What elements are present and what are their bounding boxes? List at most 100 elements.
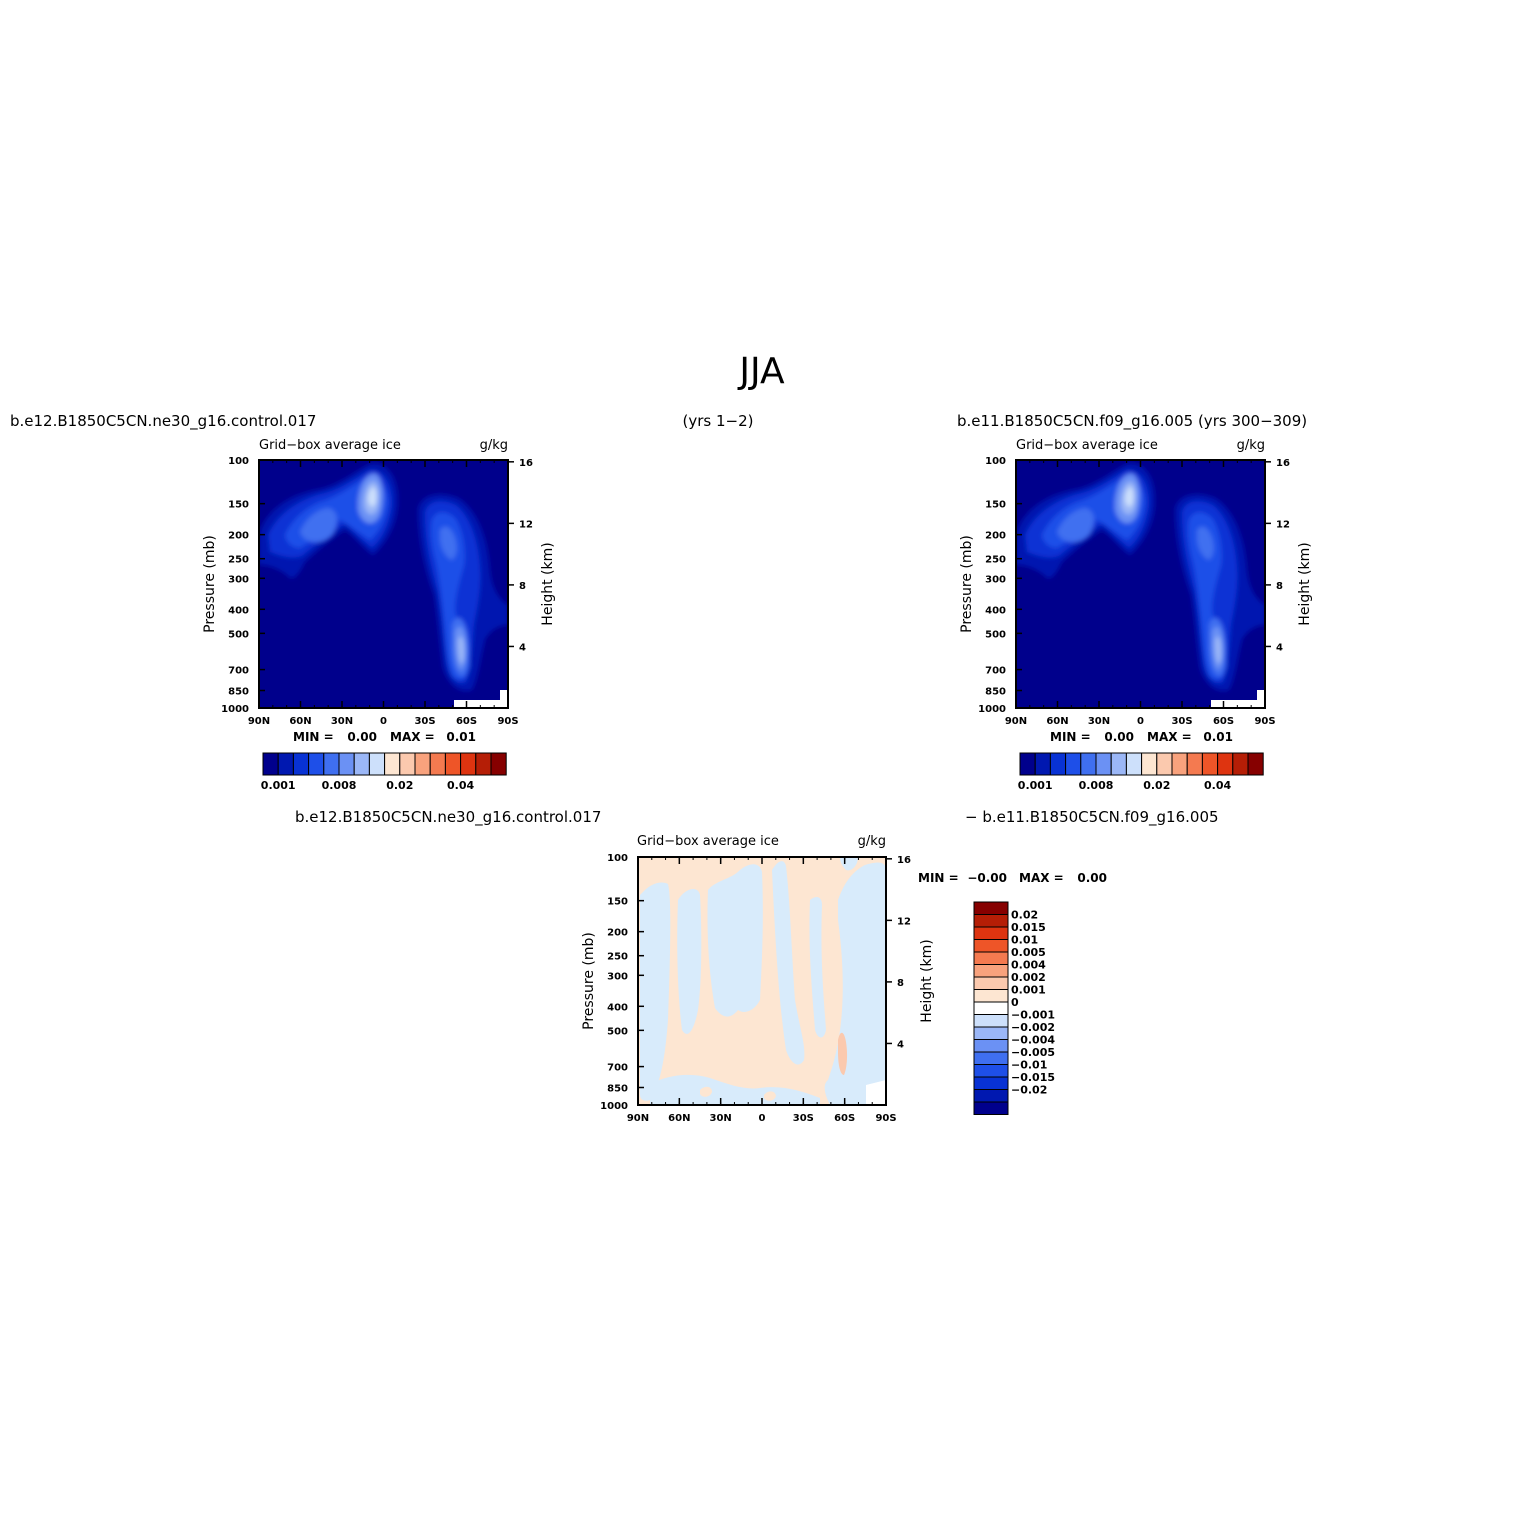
panel-1-colorbar: 0.001 0.008 0.02 0.04 bbox=[261, 752, 507, 792]
diff-case-a-label: b.e12.B1850C5CN.ne30_g16.control.017 bbox=[295, 808, 601, 827]
panel-3-ylabel-right: Height (km) bbox=[919, 939, 935, 1022]
y-tick-label: 200 bbox=[607, 928, 628, 939]
y-tick-label: 100 bbox=[607, 853, 628, 864]
colorbar-box bbox=[973, 914, 1009, 928]
y-right-tick-label: 12 bbox=[519, 519, 533, 530]
panel-1-max-label: MAX = bbox=[390, 730, 435, 744]
y-right-tick-label: 8 bbox=[897, 978, 904, 989]
colorbar-box bbox=[1110, 752, 1127, 776]
colorbar-box bbox=[973, 989, 1009, 1003]
panel-1-min-label: MIN = bbox=[293, 730, 334, 744]
diff-case-b-label: − b.e11.B1850C5CN.f09_g16.005 bbox=[965, 808, 1219, 827]
panel-2-max-label: MAX = bbox=[1147, 730, 1192, 744]
colorbar-box bbox=[292, 752, 310, 776]
y-tick-label: 500 bbox=[228, 629, 249, 640]
colorbar-box bbox=[1019, 752, 1036, 776]
colorbar-label: −0.001 bbox=[1011, 1009, 1055, 1022]
y-tick-label: 300 bbox=[228, 574, 249, 585]
x-tick-label: 90S bbox=[497, 716, 518, 727]
y-tick-label: 100 bbox=[985, 456, 1006, 467]
panel-3-units: g/kg bbox=[858, 834, 886, 849]
colorbar-box bbox=[1186, 752, 1203, 776]
colorbar-box bbox=[1247, 752, 1264, 776]
colorbar-box bbox=[1141, 752, 1158, 776]
x-tick-label: 90S bbox=[875, 1113, 896, 1124]
colorbar-box bbox=[973, 1014, 1009, 1028]
y-right-tick-label: 12 bbox=[897, 916, 911, 927]
colorbar-label: 0.015 bbox=[1011, 921, 1046, 934]
y-tick-label: 150 bbox=[607, 897, 628, 908]
colorbar-label: 0.001 bbox=[261, 779, 296, 792]
colorbar-box bbox=[460, 752, 477, 776]
panel-3-min-value: −0.00 bbox=[967, 871, 1007, 885]
y-tick-label: 1000 bbox=[221, 704, 249, 715]
colorbar-label: 0.02 bbox=[1011, 909, 1038, 922]
panel-3-max-value: 0.00 bbox=[1077, 871, 1107, 885]
panel-2: Grid−box average ice g/kg bbox=[959, 438, 1313, 792]
y-tick-label: 250 bbox=[985, 555, 1006, 566]
y-tick-label: 300 bbox=[985, 574, 1006, 585]
y-tick-label: 700 bbox=[228, 666, 249, 677]
panel-2-ylabel: Pressure (mb) bbox=[959, 535, 975, 633]
panel-3-colorbar: 0.020.0150.010.0050.0040.0020.0010−0.001… bbox=[973, 901, 1055, 1115]
panel-2-units: g/kg bbox=[1237, 438, 1265, 453]
y-tick-label: 150 bbox=[228, 500, 249, 511]
y-right-tick-label: 12 bbox=[1276, 519, 1290, 530]
panel-1: Grid−box average ice g/kg bbox=[202, 438, 556, 792]
colorbar-label: −0.002 bbox=[1011, 1021, 1055, 1034]
x-tick-label: 0 bbox=[380, 716, 387, 727]
colorbar-box bbox=[1065, 752, 1082, 776]
y-tick-label: 700 bbox=[985, 666, 1006, 677]
colorbar-box bbox=[973, 1101, 1009, 1115]
panel-2-title: Grid−box average ice bbox=[1016, 438, 1158, 453]
y-tick-label: 500 bbox=[607, 1026, 628, 1037]
panel-2-min-label: MIN = bbox=[1050, 730, 1091, 744]
x-tick-label: 90N bbox=[1005, 716, 1027, 727]
y-tick-label: 850 bbox=[228, 686, 249, 697]
colorbar-box bbox=[973, 1064, 1009, 1078]
top-right-case-label: b.e11.B1850C5CN.f09_g16.005 (yrs 300−309… bbox=[957, 412, 1307, 431]
colorbar-box bbox=[399, 752, 416, 776]
colorbar-box bbox=[973, 1001, 1009, 1015]
colorbar-box bbox=[414, 752, 431, 776]
colorbar-label: 0.001 bbox=[1018, 779, 1053, 792]
colorbar-box bbox=[973, 976, 1009, 990]
colorbar-label: 0.04 bbox=[1204, 779, 1231, 792]
colorbar-box bbox=[384, 752, 401, 776]
colorbar-label: 0.004 bbox=[1011, 959, 1046, 972]
panel-3-max-label: MAX = bbox=[1019, 871, 1064, 885]
panel-3-min-label: MIN = bbox=[918, 871, 959, 885]
panel-2-min-value: 0.00 bbox=[1104, 730, 1134, 744]
colorbar-box bbox=[429, 752, 446, 776]
x-tick-label: 30N bbox=[331, 716, 353, 727]
panel-2-max-value: 0.01 bbox=[1203, 730, 1233, 744]
y-tick-label: 100 bbox=[228, 456, 249, 467]
colorbar-label: 0.002 bbox=[1011, 971, 1046, 984]
colorbar-label: 0.008 bbox=[1079, 779, 1114, 792]
panel-3-title: Grid−box average ice bbox=[637, 834, 779, 849]
y-tick-label: 700 bbox=[607, 1063, 628, 1074]
y-right-tick-label: 4 bbox=[897, 1039, 904, 1050]
y-tick-label: 200 bbox=[985, 531, 1006, 542]
colorbar-box bbox=[277, 752, 294, 776]
colorbar-label: 0.02 bbox=[1143, 779, 1170, 792]
colorbar-box bbox=[1232, 752, 1249, 776]
x-tick-label: 0 bbox=[1137, 716, 1144, 727]
colorbar-box bbox=[1049, 752, 1067, 776]
y-tick-label: 1000 bbox=[600, 1101, 628, 1112]
colorbar-label: 0.04 bbox=[447, 779, 474, 792]
colorbar-box bbox=[973, 964, 1009, 978]
colorbar-box bbox=[973, 951, 1009, 965]
x-tick-label: 30N bbox=[710, 1113, 732, 1124]
x-tick-label: 60N bbox=[1046, 716, 1068, 727]
x-tick-label: 30S bbox=[414, 716, 435, 727]
panel-2-field bbox=[1016, 460, 1265, 708]
x-tick-label: 60S bbox=[834, 1113, 855, 1124]
y-tick-label: 850 bbox=[985, 686, 1006, 697]
colorbar-label: −0.015 bbox=[1011, 1071, 1055, 1084]
colorbar-label: −0.02 bbox=[1011, 1084, 1047, 1097]
colorbar-box bbox=[323, 752, 340, 776]
panel-3-ylabel: Pressure (mb) bbox=[581, 932, 597, 1030]
colorbar-box bbox=[308, 752, 325, 776]
panel-3-field bbox=[638, 857, 886, 1105]
